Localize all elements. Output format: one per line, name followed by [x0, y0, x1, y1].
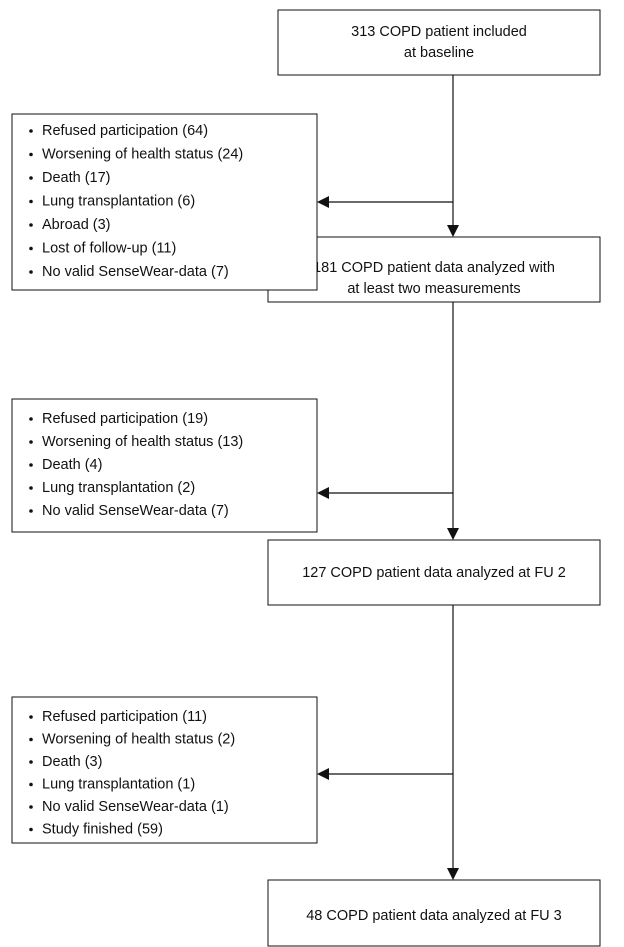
exclusion-item: No valid SenseWear-data (1)	[42, 799, 229, 815]
box-text: at least two measurements	[347, 281, 520, 297]
bullet	[29, 152, 33, 157]
box-text: 313 COPD patient included	[351, 24, 527, 40]
exclusion-item: Lung transplantation (2)	[42, 480, 195, 496]
bullet	[29, 782, 33, 787]
exclusion-item: Refused participation (19)	[42, 411, 208, 427]
bullet	[29, 715, 33, 719]
exclusion-item: Worsening of health status (24)	[42, 146, 243, 162]
bullet	[29, 223, 33, 227]
arrowhead	[317, 487, 329, 499]
box-text: 48 COPD patient data analyzed at FU 3	[306, 908, 562, 924]
exclusion-item: Death (4)	[42, 457, 102, 473]
exclusion-item: Lung transplantation (6)	[42, 193, 195, 209]
exclusion-item: Death (3)	[42, 754, 102, 770]
box-text: 181 COPD patient data analyzed with	[313, 260, 555, 276]
process-box	[267, 236, 601, 303]
bullet	[29, 827, 33, 832]
bullet	[29, 486, 33, 490]
exclusion-item: Abroad (3)	[42, 217, 111, 233]
exclusion-item: No valid SenseWear-data (7)	[42, 503, 229, 519]
bullet	[29, 246, 33, 251]
process-box	[277, 9, 601, 76]
arrowhead	[317, 196, 329, 208]
process-box	[267, 879, 601, 947]
exclusion-item: Study finished (59)	[42, 821, 163, 837]
arrowhead	[317, 768, 329, 780]
exclusion-item: Death (17)	[42, 170, 111, 186]
box-text: 127 COPD patient data analyzed at FU 2	[302, 565, 566, 581]
bullet	[29, 176, 33, 180]
bullet	[29, 760, 33, 764]
exclusion-item: Refused participation (64)	[42, 123, 208, 139]
bullet	[29, 199, 33, 204]
bullet	[29, 440, 33, 444]
exclusion-item: Refused participation (11)	[42, 709, 207, 725]
exclusion-box	[11, 398, 318, 533]
arrowhead	[447, 868, 459, 880]
box-text: at baseline	[404, 45, 474, 61]
bullet	[29, 463, 33, 467]
exclusion-item: Worsening of health status (2)	[42, 731, 235, 747]
exclusion-item: Lung transplantation (1)	[42, 776, 195, 792]
bullet	[29, 417, 33, 421]
exclusion-item: Lost of follow-up (11)	[42, 240, 176, 256]
exclusion-box	[11, 113, 318, 291]
bullet	[29, 129, 33, 133]
arrowhead	[447, 528, 459, 540]
exclusion-item: Worsening of health status (13)	[42, 434, 243, 450]
bullet	[29, 805, 33, 809]
arrowhead	[447, 225, 459, 237]
exclusion-box	[11, 696, 318, 844]
bullet	[29, 737, 33, 742]
process-box	[267, 539, 601, 606]
bullet	[29, 509, 33, 513]
exclusion-item: No valid SenseWear-data (7)	[42, 264, 229, 280]
bullet	[29, 270, 33, 274]
